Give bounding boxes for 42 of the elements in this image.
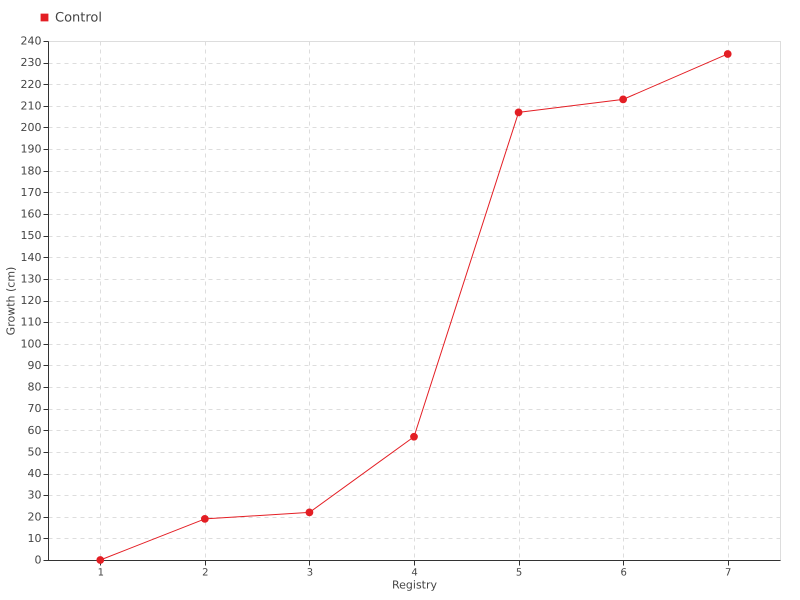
- y-tick-label: 40: [28, 467, 42, 480]
- x-tick-label: 2: [202, 568, 209, 578]
- y-tick-label: 130: [20, 272, 42, 286]
- point: [200, 515, 209, 523]
- x-tick-label: 4: [411, 568, 418, 578]
- y-tick-label: 10: [28, 532, 42, 545]
- y-axis-title: Growth (cm): [4, 266, 18, 336]
- y-tick-label: 100: [20, 337, 42, 350]
- y-tick-label: 210: [20, 99, 42, 112]
- point: [514, 108, 522, 116]
- point: [306, 508, 314, 516]
- point: [724, 50, 732, 58]
- y-tick-label: 30: [28, 488, 42, 502]
- x-tick-label: 7: [725, 568, 732, 578]
- y-tick-label: 200: [20, 121, 42, 134]
- y-tick-label: 70: [28, 402, 42, 416]
- y-tick-label: 0: [34, 554, 42, 566]
- y-tick-label: 60: [28, 424, 42, 437]
- x-axis-title: Registry: [392, 578, 438, 592]
- point: [96, 556, 104, 564]
- y-tick-label: 150: [20, 229, 42, 242]
- point: [619, 96, 628, 104]
- y-tick-label: 230: [20, 56, 42, 70]
- y-tick-label: 170: [20, 186, 42, 199]
- y-tick-label: 120: [20, 294, 42, 307]
- y-tick-label: 180: [20, 164, 42, 178]
- y-tick-label: 160: [20, 208, 42, 220]
- y-tick-label: 50: [28, 445, 42, 458]
- x-tick-label: 6: [620, 568, 627, 578]
- x-tick-label: 5: [516, 568, 522, 578]
- y-tick-label: 220: [20, 78, 42, 91]
- x-tick-label: 1: [98, 568, 104, 578]
- y-tick-label: 140: [20, 250, 42, 264]
- y-tick-label: 110: [20, 316, 42, 329]
- y-tick-label: 20: [28, 510, 42, 524]
- y-tick-label: 80: [28, 380, 42, 394]
- y-tick-label: 190: [20, 142, 42, 156]
- y-tick-label: 90: [28, 358, 42, 372]
- y-tick-label: 240: [20, 34, 42, 48]
- point: [410, 432, 418, 441]
- legend-label: Control: [55, 10, 102, 26]
- x-tick-label: 3: [306, 568, 314, 578]
